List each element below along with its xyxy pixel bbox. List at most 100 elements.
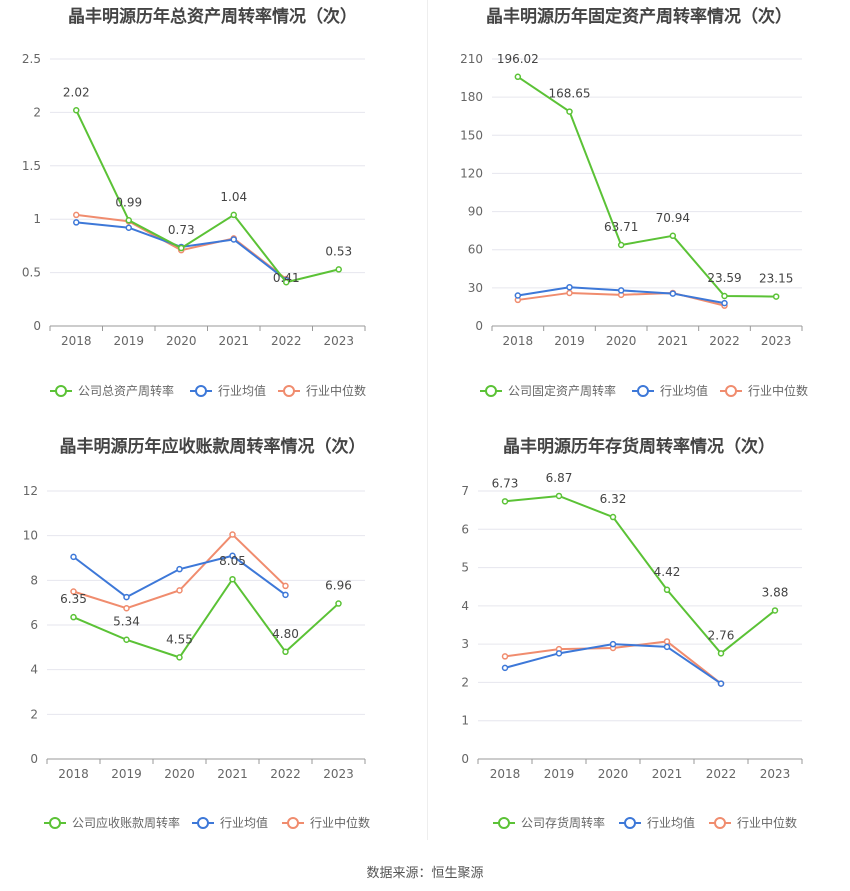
legend-marker bbox=[283, 385, 295, 397]
y-tick-label: 1.5 bbox=[22, 159, 41, 173]
x-tick-label: 2018 bbox=[490, 767, 521, 781]
line-chart: 0 0.5 1 1.5 2 2.5 2018 2019 2020 2021 2022 2023 2.02… bbox=[22, 52, 366, 398]
data-point bbox=[70, 588, 77, 595]
y-tick-label: 2 bbox=[461, 675, 469, 689]
series-line bbox=[517, 75, 777, 298]
y-tick-label: 0 bbox=[475, 319, 483, 333]
legend-marker bbox=[195, 385, 207, 397]
data-point bbox=[555, 492, 563, 500]
x-tick-label: 2020 bbox=[606, 334, 637, 348]
series-line bbox=[504, 494, 776, 655]
data-label: 2.02 bbox=[63, 85, 90, 99]
data-label: 1.04 bbox=[220, 190, 247, 204]
data-point bbox=[123, 636, 130, 643]
data-point bbox=[566, 289, 573, 297]
data-point bbox=[283, 278, 290, 286]
data-point bbox=[123, 593, 130, 601]
y-tick-label: 0 bbox=[461, 752, 469, 766]
series-line bbox=[73, 577, 340, 659]
chart-title: 晶丰明源历年固定资产周转率情况（次） bbox=[486, 7, 792, 27]
data-point bbox=[669, 232, 677, 240]
data-point bbox=[617, 287, 625, 294]
legend-marker bbox=[485, 385, 497, 397]
legend-marker bbox=[498, 817, 510, 829]
y-tick-label: 12 bbox=[23, 484, 38, 498]
chart-title: 晶丰明源历年应收账款周转率情况（次） bbox=[59, 437, 366, 457]
y-tick-label: 30 bbox=[468, 281, 483, 295]
data-label: 6.87 bbox=[546, 471, 573, 485]
data-label: 63.71 bbox=[604, 220, 638, 234]
data-label: 70.94 bbox=[656, 211, 690, 225]
y-tick-label: 1 bbox=[33, 212, 41, 226]
y-tick-label: 210 bbox=[460, 52, 483, 66]
legend-label: 公司应收账款周转率 bbox=[72, 815, 180, 830]
x-tick-label: 2022 bbox=[706, 767, 737, 781]
data-point bbox=[771, 607, 779, 614]
x-tick-label: 2022 bbox=[709, 334, 740, 348]
y-tick-label: 1 bbox=[461, 714, 469, 728]
data-point bbox=[555, 650, 563, 657]
x-tick-label: 2023 bbox=[323, 334, 354, 348]
legend-label: 行业中位数 bbox=[306, 383, 366, 398]
data-point bbox=[229, 531, 236, 538]
x-tick-label: 2020 bbox=[166, 334, 197, 348]
data-point bbox=[282, 591, 289, 599]
data-label: 0.99 bbox=[115, 195, 142, 209]
legend-label: 行业均值 bbox=[220, 815, 268, 830]
x-tick-label: 2021 bbox=[658, 334, 689, 348]
y-tick-label: 2 bbox=[33, 105, 41, 119]
data-label: 4.55 bbox=[166, 632, 193, 646]
data-label: 4.42 bbox=[654, 565, 681, 579]
data-point bbox=[335, 266, 342, 273]
data-point bbox=[335, 600, 342, 607]
x-tick-label: 2019 bbox=[554, 334, 585, 348]
data-point bbox=[609, 640, 617, 648]
legend-label: 行业中位数 bbox=[310, 815, 370, 830]
legend-marker bbox=[714, 817, 726, 829]
data-point bbox=[514, 73, 522, 81]
data-point bbox=[230, 211, 237, 219]
data-point bbox=[501, 653, 509, 660]
data-point bbox=[717, 680, 725, 687]
data-point bbox=[176, 654, 183, 661]
legend-marker bbox=[287, 817, 299, 829]
data-point bbox=[123, 605, 130, 612]
data-point bbox=[282, 648, 289, 656]
data-point bbox=[514, 292, 522, 299]
y-tick-label: 0.5 bbox=[22, 266, 41, 280]
data-label: 6.35 bbox=[60, 592, 87, 606]
data-point bbox=[73, 211, 80, 219]
legend-label: 行业均值 bbox=[660, 383, 708, 398]
data-point bbox=[566, 283, 573, 291]
data-label: 6.32 bbox=[600, 492, 627, 506]
data-point bbox=[125, 224, 132, 231]
legend-label: 行业中位数 bbox=[737, 815, 797, 830]
y-tick-label: 4 bbox=[30, 663, 38, 677]
chart-panel-receivables-turnover: 晶丰明源历年应收账款周转率情况（次） 0 2 4 6 8 10 12 2018 2019 2020… bbox=[0, 430, 425, 850]
y-tick-label: 120 bbox=[460, 166, 483, 180]
data-point bbox=[663, 643, 671, 651]
data-label: 8.05 bbox=[219, 554, 246, 568]
y-tick-label: 4 bbox=[461, 599, 469, 613]
data-source: 数据来源：恒生聚源 bbox=[366, 866, 484, 881]
data-label: 4.80 bbox=[272, 627, 299, 641]
series-line bbox=[75, 109, 339, 284]
data-point bbox=[230, 236, 237, 243]
data-label: 0.73 bbox=[168, 223, 195, 237]
legend-marker bbox=[725, 385, 737, 397]
x-tick-label: 2018 bbox=[61, 334, 92, 348]
x-tick-label: 2021 bbox=[217, 767, 248, 781]
chart-title: 晶丰明源历年存货周转率情况（次） bbox=[503, 437, 775, 457]
y-tick-label: 2.5 bbox=[22, 52, 41, 66]
x-tick-label: 2019 bbox=[113, 334, 144, 348]
data-label: 23.59 bbox=[707, 271, 741, 285]
data-point bbox=[229, 575, 236, 583]
chart-panel-fixed-asset-turnover: 晶丰明源历年固定资产周转率情况（次） 0 30 60 90 120 150 180 210 20… bbox=[428, 0, 850, 415]
data-point bbox=[73, 219, 80, 226]
y-tick-label: 0 bbox=[30, 752, 38, 766]
x-tick-label: 2021 bbox=[218, 334, 249, 348]
legend-marker bbox=[637, 385, 649, 397]
y-tick-label: 3 bbox=[461, 637, 469, 651]
data-label: 168.65 bbox=[549, 87, 591, 101]
y-tick-label: 5 bbox=[461, 561, 469, 575]
